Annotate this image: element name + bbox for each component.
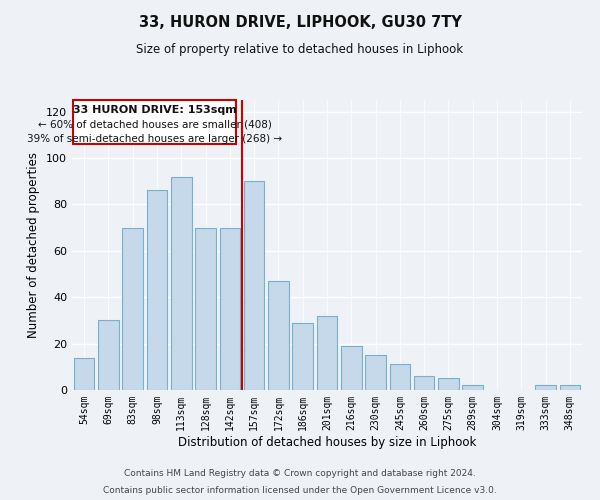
- Bar: [560, 386, 580, 390]
- Bar: [122, 228, 143, 390]
- Text: Size of property relative to detached houses in Liphook: Size of property relative to detached ho…: [136, 42, 464, 56]
- Text: ← 60% of detached houses are smaller (408): ← 60% of detached houses are smaller (40…: [38, 120, 272, 130]
- X-axis label: Distribution of detached houses by size in Liphook: Distribution of detached houses by size …: [178, 436, 476, 448]
- Text: Contains public sector information licensed under the Open Government Licence v3: Contains public sector information licen…: [103, 486, 497, 495]
- Bar: [195, 228, 216, 390]
- Text: Contains HM Land Registry data © Crown copyright and database right 2024.: Contains HM Land Registry data © Crown c…: [124, 468, 476, 477]
- Bar: [244, 181, 265, 390]
- Bar: [146, 190, 167, 390]
- Y-axis label: Number of detached properties: Number of detached properties: [28, 152, 40, 338]
- Text: 33, HURON DRIVE, LIPHOOK, GU30 7TY: 33, HURON DRIVE, LIPHOOK, GU30 7TY: [139, 15, 461, 30]
- Bar: [535, 386, 556, 390]
- Bar: [98, 320, 119, 390]
- Bar: [365, 355, 386, 390]
- Bar: [438, 378, 459, 390]
- FancyBboxPatch shape: [73, 100, 236, 144]
- Text: 33 HURON DRIVE: 153sqm: 33 HURON DRIVE: 153sqm: [73, 104, 236, 115]
- Bar: [463, 386, 483, 390]
- Bar: [220, 228, 240, 390]
- Bar: [389, 364, 410, 390]
- Bar: [268, 281, 289, 390]
- Text: 39% of semi-detached houses are larger (268) →: 39% of semi-detached houses are larger (…: [27, 134, 282, 143]
- Bar: [414, 376, 434, 390]
- Bar: [292, 322, 313, 390]
- Bar: [341, 346, 362, 390]
- Bar: [74, 358, 94, 390]
- Bar: [317, 316, 337, 390]
- Bar: [171, 176, 191, 390]
